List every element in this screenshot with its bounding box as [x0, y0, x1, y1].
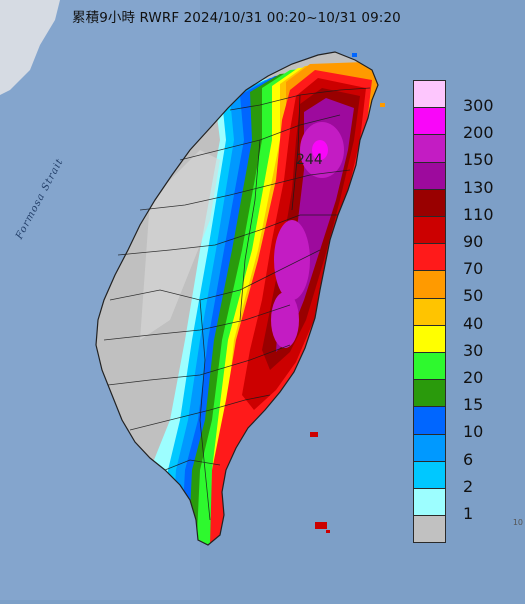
- legend-swatch: [413, 243, 446, 272]
- boundary-line: [117, 214, 338, 256]
- legend-swatch: [413, 297, 446, 326]
- legend-label: 2: [463, 476, 474, 496]
- boundary-line: [107, 344, 291, 386]
- legend-swatch: [413, 107, 446, 136]
- boundary-line: [199, 299, 211, 521]
- legend-swatch: [413, 270, 446, 299]
- boundary-line: [239, 139, 261, 321]
- island-outline: [95, 51, 379, 546]
- legend-label: 20: [463, 368, 484, 387]
- legend-swatch: [413, 188, 446, 217]
- legend-label: 130: [463, 177, 494, 197]
- band-150mm-central: [274, 220, 310, 300]
- legend-label: 50: [463, 286, 484, 306]
- boundary-line: [139, 169, 351, 211]
- boundary-lines: [103, 87, 371, 521]
- legend-swatch: [413, 406, 446, 435]
- legend-label: 70: [463, 259, 484, 279]
- legend-swatch: [413, 433, 446, 462]
- green-island: [310, 432, 318, 437]
- mainland-coast: [0, 0, 60, 95]
- boundary-line: [109, 249, 321, 301]
- band-150mm-south: [271, 292, 299, 348]
- legend-swatch: [413, 134, 446, 163]
- legend-label: 15: [463, 395, 484, 415]
- legend-label: 10: [463, 422, 484, 442]
- legend-label: 90: [463, 232, 484, 251]
- turtle-island: [380, 103, 385, 107]
- legend-label: 110: [463, 204, 494, 224]
- legend-label: 300: [463, 96, 494, 115]
- legend-swatch: [413, 379, 446, 408]
- boundary-line: [291, 94, 301, 211]
- legend-label: 200: [463, 123, 494, 143]
- legend-swatch: [413, 515, 446, 544]
- legend-label: 40: [463, 313, 484, 333]
- peak-rainfall-value: 244: [296, 152, 323, 168]
- rainfall-legend: 300 200 150 130 110 90 70 50 40 30 20 15 10 6 2 1: [413, 80, 521, 570]
- legend-label: 6: [463, 449, 474, 469]
- legend-swatch: [413, 460, 446, 489]
- boundary-line: [129, 394, 271, 431]
- legend-label: 1: [463, 504, 474, 523]
- boundary-line: [103, 304, 291, 341]
- legend-swatch: [413, 488, 446, 517]
- legend-swatch: [413, 324, 446, 353]
- boundary-line: [164, 459, 221, 471]
- orchid-island-islet: [326, 530, 330, 533]
- terrain-shading: [140, 150, 220, 340]
- legend-swatch: [413, 352, 446, 381]
- map-title: 累積9小時 RWRF 2024/10/31 00:20~10/31 09:20: [72, 10, 401, 26]
- legend-swatch: [413, 80, 446, 109]
- band-200mm: [312, 140, 328, 160]
- pengjia-islet: [352, 53, 357, 57]
- corner-label: 10: [512, 518, 523, 527]
- legend-label: 150: [463, 150, 494, 170]
- legend-swatch: [413, 161, 446, 190]
- legend-label: 30: [463, 340, 484, 360]
- orchid-island: [315, 522, 327, 529]
- legend-swatch: [413, 216, 446, 245]
